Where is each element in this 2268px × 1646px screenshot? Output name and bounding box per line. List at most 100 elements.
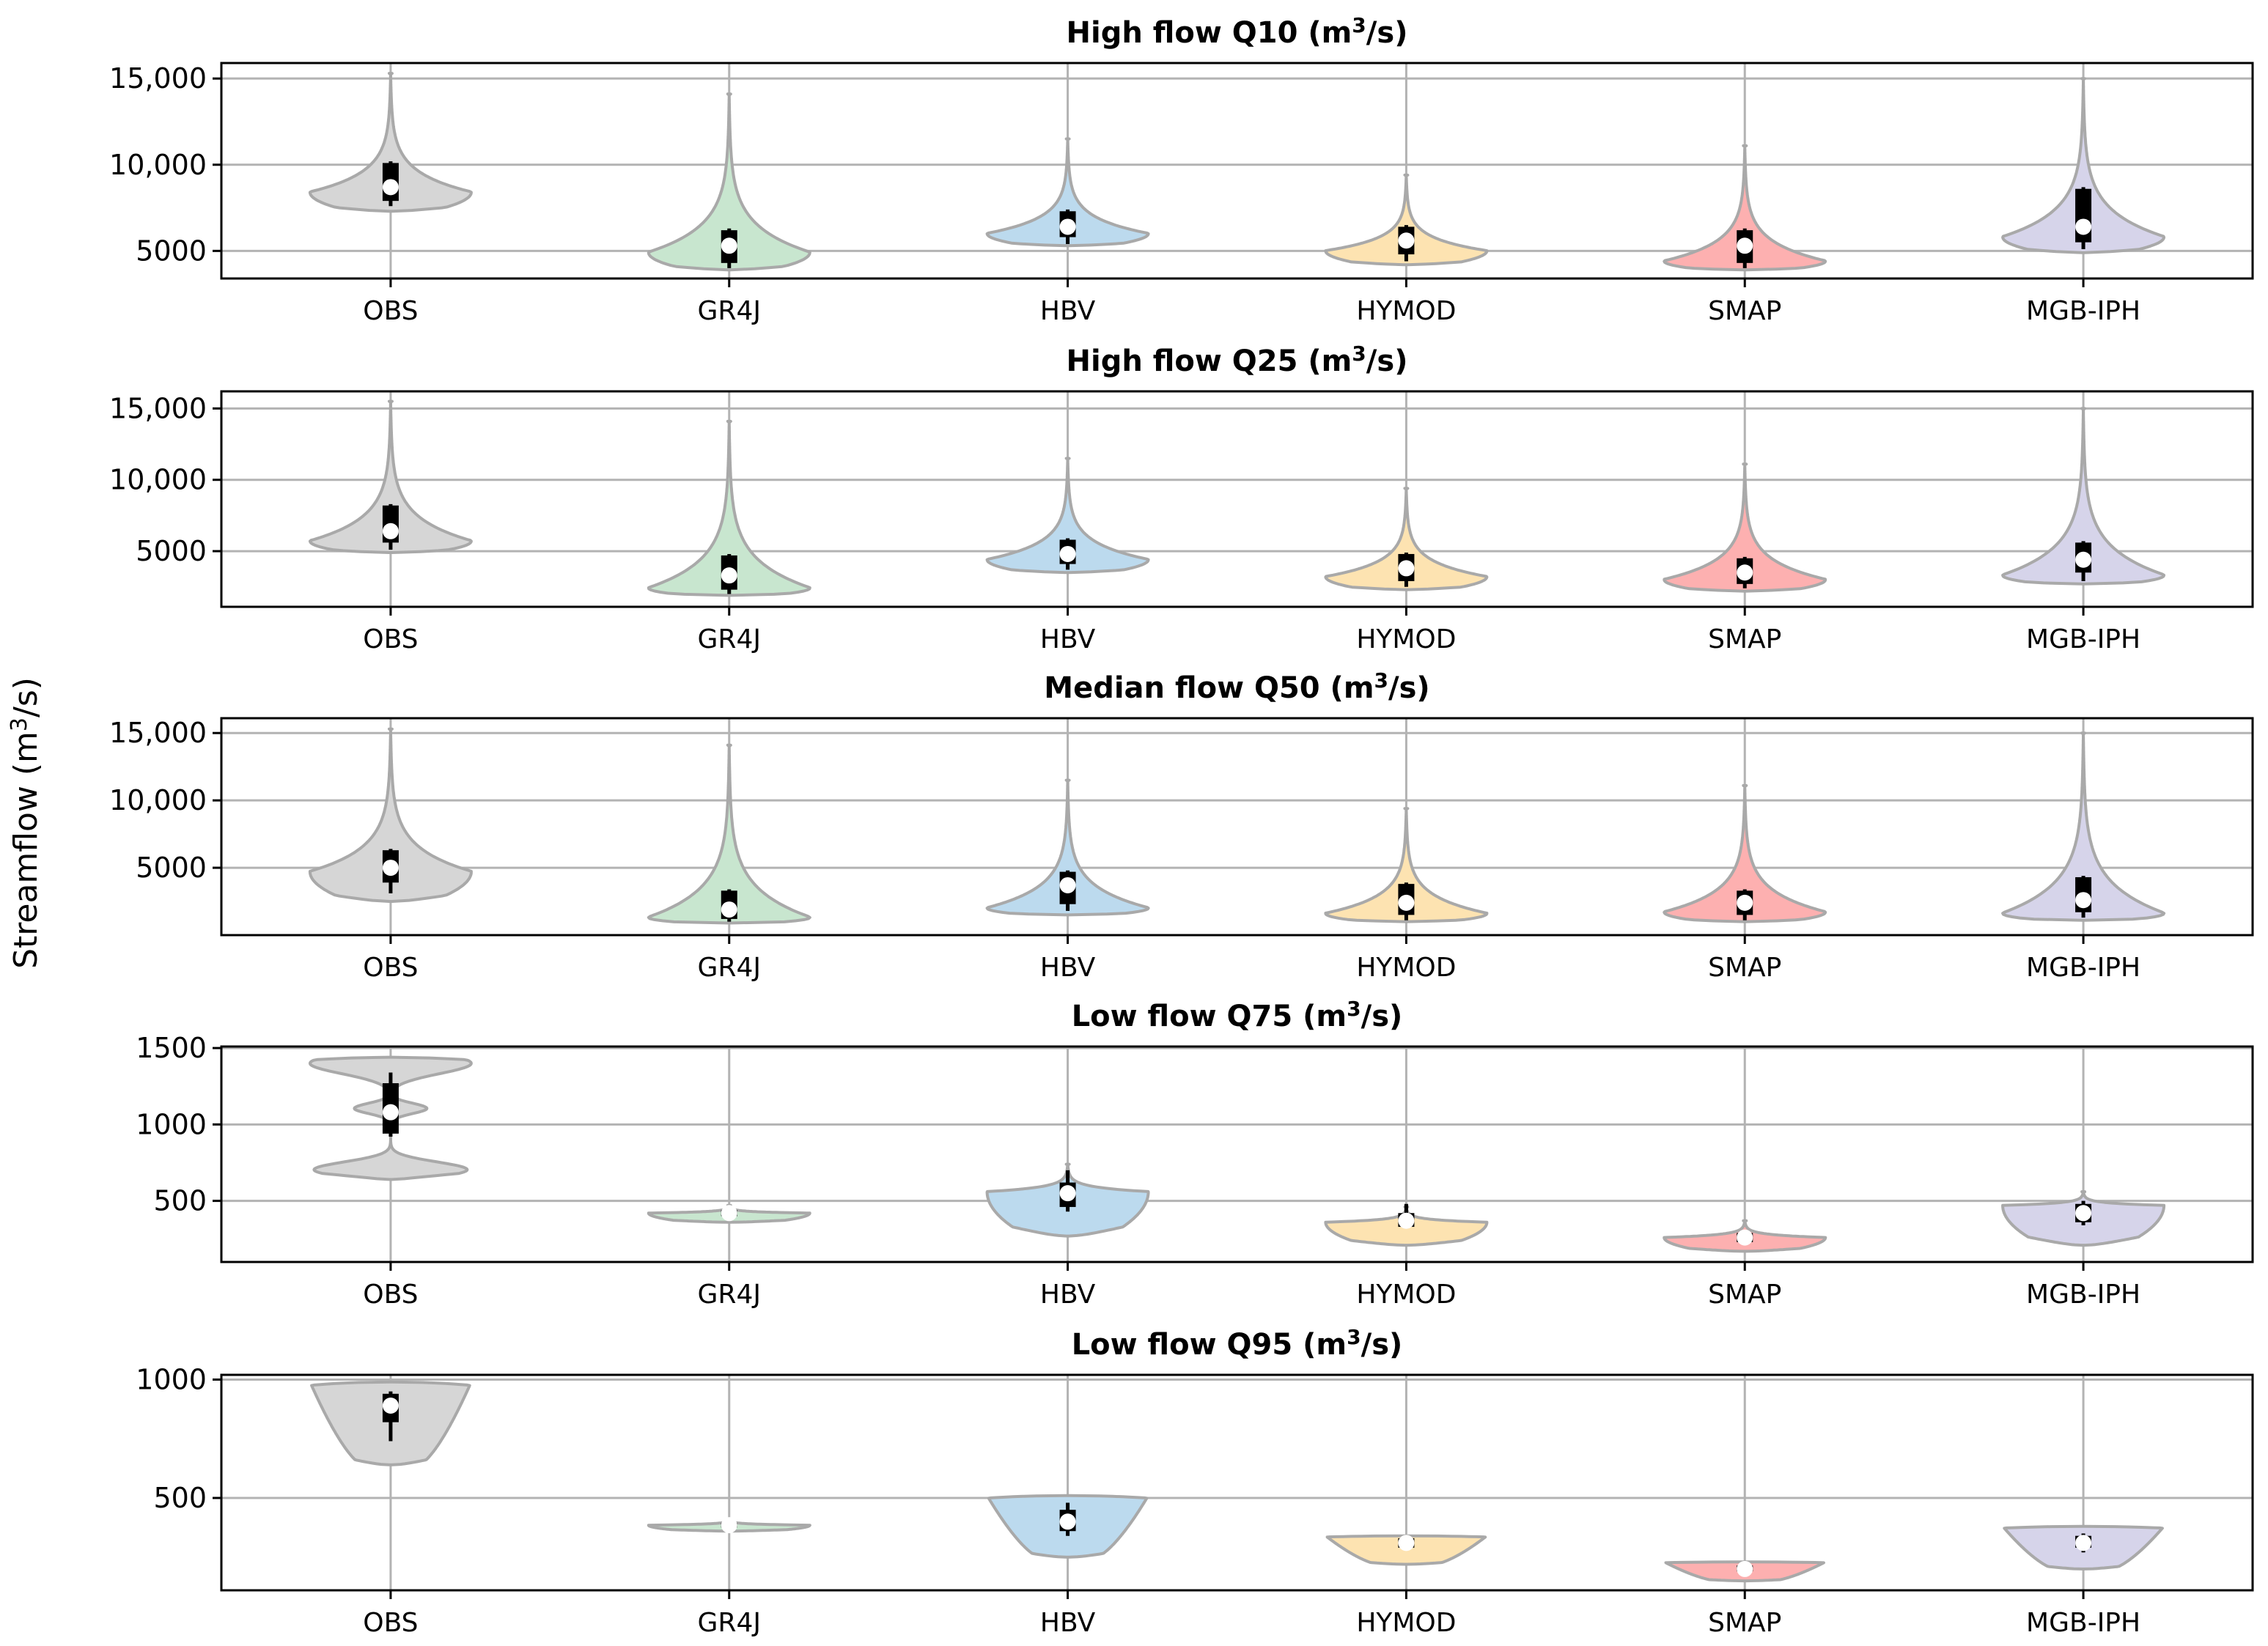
median-dot bbox=[721, 1205, 737, 1222]
violin-body bbox=[1324, 807, 1489, 923]
median-dot bbox=[1398, 232, 1415, 249]
median-dot bbox=[1059, 1513, 1076, 1530]
violin-body bbox=[985, 778, 1150, 917]
median-dot bbox=[1737, 894, 1753, 911]
grid bbox=[221, 63, 2253, 278]
violin-gr4j bbox=[647, 419, 811, 597]
x-tick-label-smap: SMAP bbox=[1708, 296, 1781, 326]
x-tick-label-mgb-iph: MGB-IPH bbox=[2026, 624, 2140, 654]
median-dot bbox=[382, 179, 399, 196]
x-tick-label-obs: OBS bbox=[363, 953, 418, 983]
violin-gr4j bbox=[647, 92, 811, 272]
x-tick-label-gr4j: GR4J bbox=[698, 953, 761, 983]
panel-title-superscript: 3 bbox=[1347, 1325, 1361, 1349]
median-dot bbox=[1398, 560, 1415, 577]
median-dot bbox=[382, 1398, 399, 1414]
panel-title-tail: /s) bbox=[1366, 16, 1408, 50]
panel-title-tail: /s) bbox=[1361, 1000, 1403, 1033]
y-tick-label: 10,000 bbox=[109, 464, 207, 496]
y-tick-label: 15,000 bbox=[109, 392, 207, 424]
panel-title: Low flow Q95 (m3/s) bbox=[1072, 1325, 1403, 1362]
x-tick-label-smap: SMAP bbox=[1708, 1280, 1781, 1310]
violin-body bbox=[1324, 173, 1489, 267]
x-tick-label-hymod: HYMOD bbox=[1356, 624, 1456, 654]
violin-hymod bbox=[1324, 807, 1489, 923]
violin-body bbox=[308, 72, 473, 213]
violin-body bbox=[985, 137, 1150, 248]
panel-3: Median flow Q50 (m3/s) 5000 10,000 15,000 OB… bbox=[109, 668, 2254, 983]
violin-smap bbox=[1663, 144, 1827, 272]
x-tick-label-hymod: HYMOD bbox=[1356, 296, 1456, 326]
violin-body bbox=[647, 743, 811, 925]
median-dot bbox=[2075, 892, 2092, 909]
panel-title-text: High flow Q10 (m bbox=[1067, 16, 1352, 50]
violin-body bbox=[2001, 407, 2166, 586]
panel-title-tail: /s) bbox=[1388, 671, 1430, 705]
grid bbox=[221, 1375, 2253, 1590]
x-tick-label-hymod: HYMOD bbox=[1356, 1280, 1456, 1310]
median-dot bbox=[1737, 564, 1753, 581]
panel-title-text: Median flow Q50 (m bbox=[1044, 671, 1374, 705]
x-tick-label-obs: OBS bbox=[363, 1280, 418, 1310]
median-dot bbox=[1059, 1185, 1076, 1202]
median-dot bbox=[382, 1104, 399, 1121]
violin-obs bbox=[308, 727, 473, 903]
y-tick-label: 5000 bbox=[136, 235, 207, 267]
violin-body bbox=[1663, 462, 1827, 593]
axes-frame bbox=[220, 62, 2254, 280]
figure-y-axis-label-tail: /s) bbox=[7, 677, 45, 717]
y-tick-label: 10,000 bbox=[109, 149, 207, 181]
panel-title-superscript: 3 bbox=[1347, 997, 1361, 1021]
panel-1: High flow Q10 (m3/s) 5000 10,000 15,000 OBS G… bbox=[109, 13, 2254, 326]
x-tick-label-hbv: HBV bbox=[1040, 624, 1096, 654]
x-tick-label-obs: OBS bbox=[363, 624, 418, 654]
x-tick-label-hbv: HBV bbox=[1040, 1608, 1096, 1638]
violin-smap bbox=[1664, 1560, 1825, 1583]
x-tick-label-gr4j: GR4J bbox=[698, 1280, 761, 1310]
violin-hymod bbox=[1324, 487, 1489, 591]
x-tick-label-mgb-iph: MGB-IPH bbox=[2026, 296, 2140, 326]
y-tick-label: 1500 bbox=[136, 1032, 207, 1064]
axes-frame bbox=[220, 1045, 2254, 1263]
violin-body bbox=[1324, 487, 1489, 591]
panel-title: Low flow Q75 (m3/s) bbox=[1072, 997, 1403, 1033]
panel-title-superscript: 3 bbox=[1374, 668, 1388, 693]
panel-title: High flow Q10 (m3/s) bbox=[1067, 13, 1408, 50]
violin-hymod bbox=[1324, 173, 1489, 267]
violin-mgb-iph bbox=[2001, 731, 2166, 922]
axes-frame bbox=[220, 390, 2254, 608]
x-tick-label-smap: SMAP bbox=[1708, 1608, 1781, 1638]
violin-obs bbox=[308, 399, 473, 554]
y-tick-label: 1000 bbox=[136, 1363, 207, 1395]
violin-body bbox=[308, 399, 473, 554]
x-tick-label-obs: OBS bbox=[363, 1608, 418, 1638]
violin-obs bbox=[308, 1055, 473, 1181]
y-tick-label: 5000 bbox=[136, 852, 207, 884]
median-dot bbox=[1059, 218, 1076, 235]
violin-hbv bbox=[985, 778, 1150, 917]
median-dot bbox=[1398, 894, 1415, 911]
violin-hymod bbox=[1325, 1534, 1487, 1566]
panel-2: High flow Q25 (m3/s) 5000 10,000 15,000 OBS G… bbox=[109, 342, 2254, 654]
panel-title-tail: /s) bbox=[1361, 1328, 1403, 1362]
violin-obs bbox=[308, 72, 473, 213]
violin-mgb-iph bbox=[2003, 1524, 2164, 1571]
violin-gr4j bbox=[647, 1517, 811, 1534]
x-tick-label-hbv: HBV bbox=[1040, 1280, 1096, 1310]
y-tick-label: 15,000 bbox=[109, 62, 207, 95]
violin-body bbox=[647, 92, 811, 272]
panel-title-text: High flow Q25 (m bbox=[1067, 344, 1352, 378]
violin-body bbox=[985, 457, 1150, 575]
violin-body bbox=[1663, 144, 1827, 272]
panel-title-tail: /s) bbox=[1366, 344, 1408, 378]
violin-obs bbox=[310, 1380, 471, 1466]
median-dot bbox=[2075, 551, 2092, 568]
median-dot bbox=[1737, 237, 1753, 254]
x-tick-label-hymod: HYMOD bbox=[1356, 953, 1456, 983]
x-tick-label-mgb-iph: MGB-IPH bbox=[2026, 1608, 2140, 1638]
median-dot bbox=[721, 567, 737, 584]
y-tick-label: 10,000 bbox=[109, 784, 207, 816]
violin-smap bbox=[1663, 783, 1827, 923]
median-dot bbox=[382, 523, 399, 539]
grid bbox=[221, 718, 2253, 935]
